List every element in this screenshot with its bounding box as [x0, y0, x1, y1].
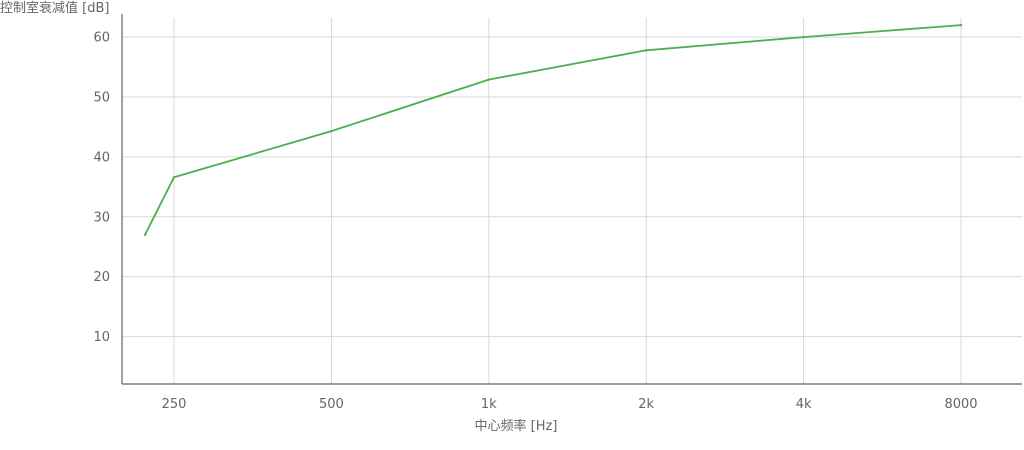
x-tick-label: 2k	[638, 397, 654, 412]
x-tick-label: 250	[162, 397, 187, 412]
x-gridlines	[173, 18, 962, 384]
y-tick-label: 40	[93, 150, 110, 165]
data-point	[802, 35, 805, 39]
y-axis-title: 控制室衰减值 [dB]	[0, 0, 109, 16]
data-point	[645, 49, 648, 52]
data-point	[959, 23, 963, 27]
data-point	[143, 233, 147, 236]
y-tick-label: 10	[93, 330, 110, 345]
y-tick-label: 20	[93, 270, 110, 285]
x-tick-label: 8000	[944, 397, 977, 412]
series-group	[143, 23, 963, 236]
x-tick-labels: 250 500 1k 2k 4k 8000	[162, 397, 978, 412]
y-tick-labels: 10 20 30 40 50 60	[93, 31, 110, 346]
x-axis-title: 中心频率 [Hz]	[475, 418, 558, 434]
data-point	[330, 129, 333, 133]
x-tick-label: 500	[319, 397, 344, 412]
y-tick-label: 50	[93, 91, 110, 106]
y-tick-label: 30	[93, 210, 110, 225]
x-tick-label: 1k	[481, 397, 497, 412]
x-tick-label: 4k	[796, 397, 812, 412]
y-gridlines	[122, 36, 1022, 338]
data-point	[172, 176, 176, 179]
series-line	[144, 24, 962, 236]
data-point	[487, 78, 490, 81]
y-tick-label: 60	[93, 31, 110, 46]
